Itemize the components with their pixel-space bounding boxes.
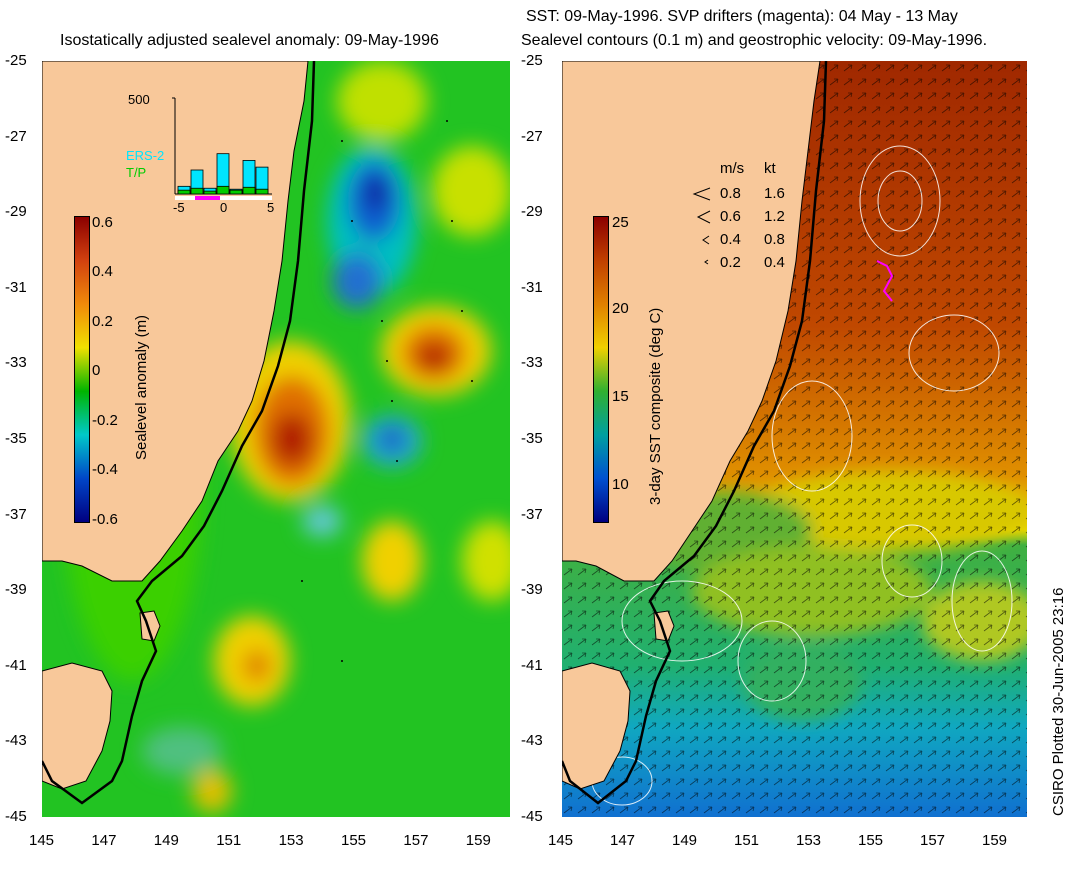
x-tick-label: 151	[216, 832, 242, 849]
sealevel-colorbar-tick: 0.4	[92, 263, 113, 280]
sealevel-colorbar-tick: -0.6	[92, 511, 118, 528]
mainland-right	[562, 61, 821, 582]
x-tick-label: 155	[858, 832, 884, 849]
y-tick-label: -33	[521, 354, 543, 372]
sealevel-colorbar-tick: 0	[92, 362, 101, 379]
y-tick-label: -27	[521, 127, 543, 145]
y-tick-label: -25	[521, 52, 543, 69]
sealevel-anomaly-field	[42, 61, 510, 817]
shelf-contour-left	[42, 61, 316, 805]
velocity-arrow-0.4	[702, 235, 710, 245]
inset-xtick-5: 5	[267, 200, 275, 215]
inset-bar-tp	[242, 186, 256, 195]
sealevel-colorbar-tick: -0.4	[92, 461, 118, 478]
velocity-arrow-0.6	[696, 210, 711, 224]
sst-colorbar-tick: 25	[612, 214, 629, 231]
velocity-arrow-0.2	[704, 259, 709, 265]
observation-histogram-inset: 500 ERS-2 T/P -5 0 5	[120, 92, 280, 217]
sst-field	[562, 61, 1027, 817]
sealevel-colorbar-label: Sealevel anomaly (m)	[133, 314, 150, 460]
inset-bar-tp	[203, 190, 217, 195]
sealevel-contours	[591, 145, 1013, 806]
altimeter-tracks	[301, 120, 473, 662]
x-tick-label: 145	[29, 832, 55, 849]
x-tick-label: 157	[920, 832, 946, 849]
inset-xtick-neg5: -5	[173, 200, 185, 215]
inset-xtick-0: 0	[220, 200, 228, 215]
x-tick-label: 159	[465, 832, 491, 849]
y-tick-label: -39	[5, 581, 27, 599]
velocity-legend-header-ms: m/s	[720, 160, 745, 177]
inset-bar-tp	[229, 189, 243, 195]
inset-bar-tp	[255, 188, 269, 195]
velocity-legend-ms: 0.8	[720, 185, 741, 202]
left-panel-title: Isostatically adjusted sealevel anomaly:…	[60, 32, 439, 49]
sst-colorbar-tick: 10	[612, 476, 629, 493]
x-tick-label: 147	[610, 832, 636, 849]
y-tick-label: -37	[521, 505, 543, 523]
velocity-legend-ms: 0.2	[720, 254, 741, 271]
right-panel-title-line2: Sealevel contours (0.1 m) and geostrophi…	[521, 32, 988, 49]
inset-ymax-label: 500	[128, 92, 150, 107]
x-tick-label: 157	[403, 832, 429, 849]
y-tick-label: -41	[5, 656, 27, 674]
velocity-arrow-0.8	[692, 187, 711, 201]
y-tick-label: -43	[521, 732, 543, 750]
x-tick-label: 153	[796, 832, 822, 849]
shelf-contour-right	[562, 61, 828, 805]
velocity-legend-ms: 0.4	[720, 231, 741, 248]
right-panel-title-line1: SST: 09-May-1996. SVP drifters (magenta)…	[526, 8, 958, 25]
x-tick-label: 147	[91, 832, 117, 849]
x-tick-label: 153	[278, 832, 304, 849]
sst-colorbar-label: 3-day SST composite (deg C)	[647, 307, 664, 505]
y-tick-label: -35	[5, 430, 27, 447]
y-tick-label: -25	[5, 52, 27, 69]
y-tick-label: -37	[5, 505, 27, 523]
x-tick-label: 151	[734, 832, 760, 849]
y-tick-label: -29	[5, 203, 27, 221]
x-tick-label: 155	[341, 832, 367, 849]
velocity-legend: m/s kt 0.8 1.6 0.6 1.2 0.4 0.8 0.2 0.4	[690, 160, 800, 275]
y-tick-label: -45	[521, 808, 543, 825]
velocity-legend-ms: 0.6	[720, 208, 741, 225]
inset-legend-ers2: ERS-2	[126, 148, 165, 163]
y-tick-label: -31	[5, 278, 27, 296]
x-tick-label: 149	[672, 832, 698, 849]
y-tick-label: -41	[521, 656, 543, 674]
y-tick-label: -33	[5, 354, 27, 372]
y-tick-label: -31	[521, 278, 543, 296]
sst-map	[562, 61, 1027, 817]
velocity-legend-kt: 0.8	[764, 231, 785, 248]
y-tick-label: -39	[521, 581, 543, 599]
inset-bar-tp	[190, 187, 204, 195]
sealevel-colorbar-tick: -0.2	[92, 412, 118, 429]
inset-legend-tp: T/P	[126, 165, 147, 180]
inset-bar-tp	[177, 189, 191, 195]
x-tick-label: 149	[153, 832, 179, 849]
x-tick-label: 159	[982, 832, 1008, 849]
y-tick-label: -27	[5, 127, 27, 145]
inset-bar-tp	[216, 185, 230, 195]
sealevel-colorbar-tick: 0.2	[92, 313, 113, 330]
sst-colorbar-tick: 20	[612, 300, 629, 317]
sealevel-anomaly-map	[42, 61, 510, 817]
velocity-legend-kt: 1.2	[764, 208, 785, 225]
velocity-legend-kt: 1.6	[764, 185, 785, 202]
y-tick-label: -29	[521, 203, 543, 221]
sealevel-colorbar	[74, 216, 90, 523]
sealevel-colorbar-tick: 0.6	[92, 214, 113, 231]
sst-colorbar	[593, 216, 609, 523]
tasmania-right	[562, 662, 631, 790]
plot-footer-credit: CSIRO Plotted 30-Jun-2005 23:16	[1050, 587, 1067, 816]
y-tick-label: -35	[521, 430, 543, 447]
y-tick-label: -45	[5, 808, 27, 825]
x-tick-label: 145	[548, 832, 574, 849]
velocity-legend-header-kt: kt	[764, 160, 776, 177]
svp-drifter-track	[876, 260, 894, 302]
y-tick-label: -43	[5, 732, 27, 750]
sst-colorbar-tick: 15	[612, 388, 629, 405]
velocity-legend-kt: 0.4	[764, 254, 785, 271]
tasmania-left	[42, 662, 113, 790]
